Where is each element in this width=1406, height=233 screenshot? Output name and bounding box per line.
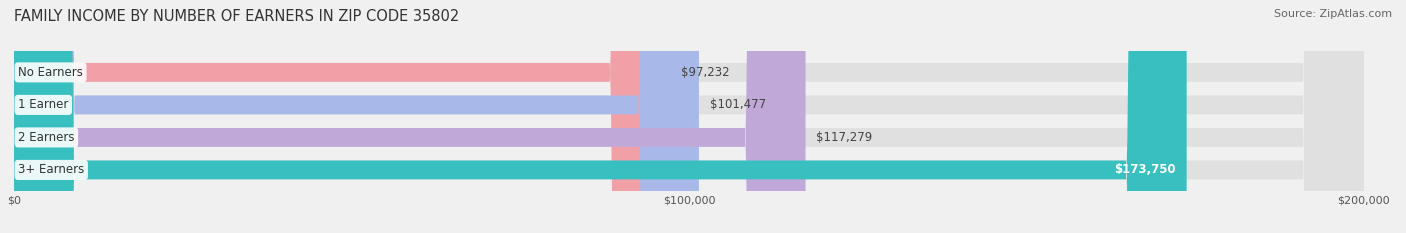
FancyBboxPatch shape <box>14 0 1364 233</box>
Text: $97,232: $97,232 <box>681 66 730 79</box>
Text: Source: ZipAtlas.com: Source: ZipAtlas.com <box>1274 9 1392 19</box>
Text: No Earners: No Earners <box>18 66 83 79</box>
Text: FAMILY INCOME BY NUMBER OF EARNERS IN ZIP CODE 35802: FAMILY INCOME BY NUMBER OF EARNERS IN ZI… <box>14 9 460 24</box>
Text: $173,750: $173,750 <box>1114 163 1175 176</box>
FancyBboxPatch shape <box>14 0 806 233</box>
FancyBboxPatch shape <box>14 0 699 233</box>
FancyBboxPatch shape <box>14 0 1364 233</box>
Text: $117,279: $117,279 <box>817 131 873 144</box>
FancyBboxPatch shape <box>14 0 671 233</box>
FancyBboxPatch shape <box>14 0 1364 233</box>
Text: 1 Earner: 1 Earner <box>18 98 69 111</box>
Text: $101,477: $101,477 <box>710 98 766 111</box>
Text: 3+ Earners: 3+ Earners <box>18 163 84 176</box>
Text: 2 Earners: 2 Earners <box>18 131 75 144</box>
FancyBboxPatch shape <box>14 0 1187 233</box>
FancyBboxPatch shape <box>14 0 1364 233</box>
